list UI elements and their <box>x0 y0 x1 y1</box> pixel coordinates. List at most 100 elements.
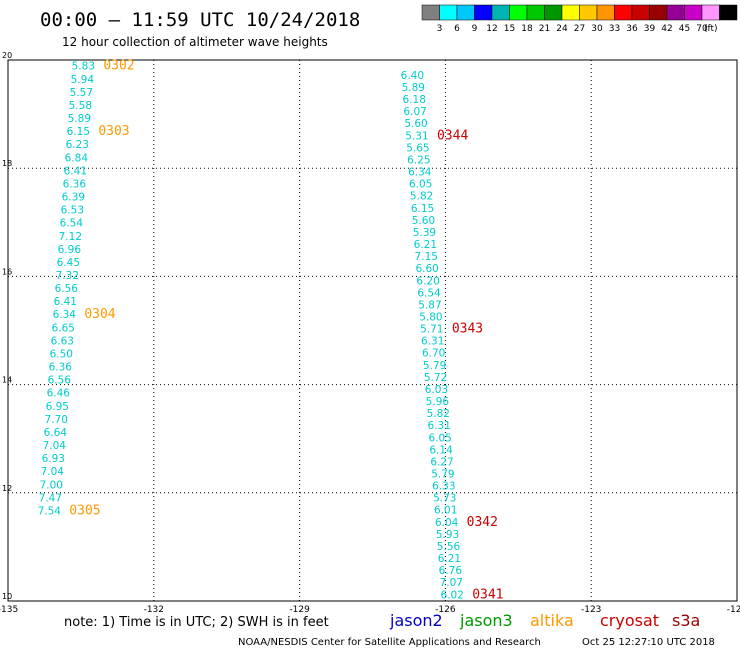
colorbar-tick-label: 12 <box>486 24 497 34</box>
wave-height-value: 7.15 <box>415 251 438 263</box>
wave-height-value: 6.36 <box>49 362 73 374</box>
satellite-legend: jason2 jason3 altika cryosat s3a <box>389 611 700 630</box>
wave-height-value: 6.15 <box>411 203 434 215</box>
colorbar-swatch <box>421 4 440 21</box>
altika_track: 5.835.945.575.585.896.156.236.846.41 6.36… <box>38 59 135 519</box>
wave-height-value: 6.34 <box>53 309 77 321</box>
wave-height-value: 6.18 <box>403 94 426 106</box>
colorbar-swatch <box>474 4 493 21</box>
wave-height-value: 6.21 <box>438 553 461 565</box>
wave-height-value: 6.95 <box>46 401 69 413</box>
wave-height-value: 6.23 <box>66 139 89 151</box>
wave-height-value: 6.56 <box>55 283 79 295</box>
wave-height-value: 6.54 <box>60 218 84 230</box>
colorbar-swatch <box>614 4 633 21</box>
wave-height-value: 5.82 <box>427 408 450 420</box>
wave-height-value: 6.46 <box>47 388 71 400</box>
wave-height-value: 5.80 <box>419 311 442 323</box>
wave-height-value: 7.47 <box>39 492 62 504</box>
wave-height-value: 6.05 <box>428 432 451 444</box>
wave-height-value: 5.57 <box>70 87 93 99</box>
wave-height-value: 6.93 <box>42 453 65 465</box>
pass-time-label: 0343 <box>452 322 483 337</box>
wave-height-value: 6.64 <box>44 427 68 439</box>
colorbar-tick-label: 6 <box>454 24 460 34</box>
colorbar-tick-label: 18 <box>521 24 533 34</box>
colorbar-swatch <box>561 4 580 21</box>
wave-height-value: 6.96 <box>58 244 82 256</box>
wave-height-value: 6.01 <box>434 505 457 517</box>
wave-height-value: 5.60 <box>412 215 435 227</box>
wave-height-value: 6.25 <box>407 154 430 166</box>
wave-height-value: 5.65 <box>406 142 429 154</box>
wave-height-value: 6.21 <box>414 239 437 251</box>
pass-time-label: 0305 <box>69 503 100 518</box>
wave-height-value: 6.54 <box>417 287 441 299</box>
wave-height-value: 5.72 <box>424 372 447 384</box>
y-tick-label: 20 <box>2 51 12 60</box>
colorbar-tick-label: 27 <box>574 24 585 34</box>
colorbar-swatch <box>456 4 475 21</box>
y-tick-label: 12 <box>2 484 12 493</box>
wave-height-value: 6.07 <box>403 106 426 118</box>
colorbar-tick-label: 15 <box>504 24 515 34</box>
wave-height-colorbar: 3 6 9 12 15 18 21 24 27 30 33 36 39 42 45 70(ft) <box>421 4 738 34</box>
map-frame <box>7 59 738 602</box>
wave-height-value: 7.12 <box>59 231 82 243</box>
colorbar-swatch <box>509 4 528 21</box>
legend-entry-cryosat: cryosat <box>600 611 659 630</box>
colorbar-tick-label: 45 <box>679 24 690 34</box>
colorbar-tick-label: 3 <box>437 24 443 34</box>
footer-note: note: 1) Time is in UTC; 2) SWH is in fe… <box>64 615 329 630</box>
x-tick-label: -129 <box>289 605 310 615</box>
wave-height-value: 6.33 <box>432 481 455 493</box>
y-tick-label: 14 <box>2 376 12 385</box>
wave-height-value: 6.31 <box>421 336 444 348</box>
wave-height-value: 6.70 <box>422 348 445 360</box>
lat-lon-grid: -135 -132 -129 -126 -123 -120 20 18 16 14 12 10 <box>0 51 740 615</box>
wave-height-value: 7.00 <box>40 479 63 491</box>
colorbar-swatch <box>439 4 458 21</box>
x-tick-label: -123 <box>581 605 601 615</box>
wave-height-value: 7.04 <box>41 466 65 478</box>
wave-height-value: 6.03 <box>425 384 448 396</box>
y-tick-label: 10 <box>2 592 12 601</box>
legend-entry-s3a: s3a <box>672 611 700 630</box>
colorbar-swatch <box>649 4 668 21</box>
wave-height-value: 5.39 <box>413 227 436 239</box>
wave-height-value: 5.83 <box>72 61 95 73</box>
wave-height-value: 5.87 <box>418 299 441 311</box>
wave-height-value: 5.79 <box>423 360 446 372</box>
wave-height-value: 5.96 <box>426 396 450 408</box>
colorbar-tick-label: 39 <box>644 24 656 34</box>
wave-height-value: 5.71 <box>420 324 443 336</box>
pass-time-label: 0341 <box>472 587 503 602</box>
colorbar-tick-label: 30 <box>591 24 603 34</box>
legend-entry-jason3: jason3 <box>459 611 513 630</box>
wave-height-value: 6.34 <box>408 167 432 179</box>
x-tick-label: -120 <box>727 605 740 615</box>
cryosat_track: 6.405.896.186.075.605.315.656.256.346.05… <box>401 70 504 602</box>
wave-height-value: 6.41 <box>64 165 87 177</box>
x-tick-label: -126 <box>435 605 456 615</box>
colorbar-swatch <box>719 4 738 21</box>
wave-height-value: 5.89 <box>68 113 91 125</box>
y-tick-label: 16 <box>2 267 12 276</box>
wave-height-value: 6.53 <box>61 205 84 217</box>
wave-height-value: 5.94 <box>71 74 95 86</box>
wave-height-value: 7.32 <box>56 270 79 282</box>
colorbar-swatch <box>631 4 650 21</box>
wave-height-value: 7.70 <box>45 414 68 426</box>
wave-height-value: 6.50 <box>50 348 73 360</box>
wave-height-value: 6.40 <box>401 70 424 82</box>
wave-height-value: 6.05 <box>409 179 432 191</box>
satellite-tracks: 5.835.945.575.585.896.156.236.846.416.36… <box>38 59 504 603</box>
wave-height-value: 5.58 <box>69 100 92 112</box>
wave-height-value: 6.84 <box>65 152 89 164</box>
map-title: 00:00 – 11:59 UTC 10/24/2018 <box>40 9 360 31</box>
wave-height-value: 6.15 <box>67 126 90 138</box>
colorbar-swatch <box>491 4 510 21</box>
wave-height-value: 6.14 <box>429 444 453 456</box>
